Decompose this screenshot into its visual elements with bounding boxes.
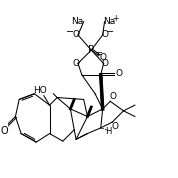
Text: O: O [73, 59, 80, 68]
Text: P: P [88, 45, 94, 55]
Text: O: O [0, 126, 8, 136]
Text: O: O [110, 92, 117, 101]
Text: =: = [95, 49, 102, 58]
Text: O: O [115, 69, 122, 78]
Text: O: O [111, 122, 119, 131]
Text: O: O [73, 30, 80, 38]
Text: HO: HO [33, 86, 47, 95]
Text: −: − [106, 27, 114, 37]
Text: +: + [112, 14, 119, 23]
Text: O: O [101, 30, 108, 38]
Text: −: − [66, 27, 74, 37]
Text: O: O [102, 59, 109, 68]
Text: H: H [105, 127, 112, 136]
Text: O: O [99, 53, 106, 62]
Text: Na: Na [71, 17, 84, 26]
Text: Na: Na [103, 17, 115, 26]
